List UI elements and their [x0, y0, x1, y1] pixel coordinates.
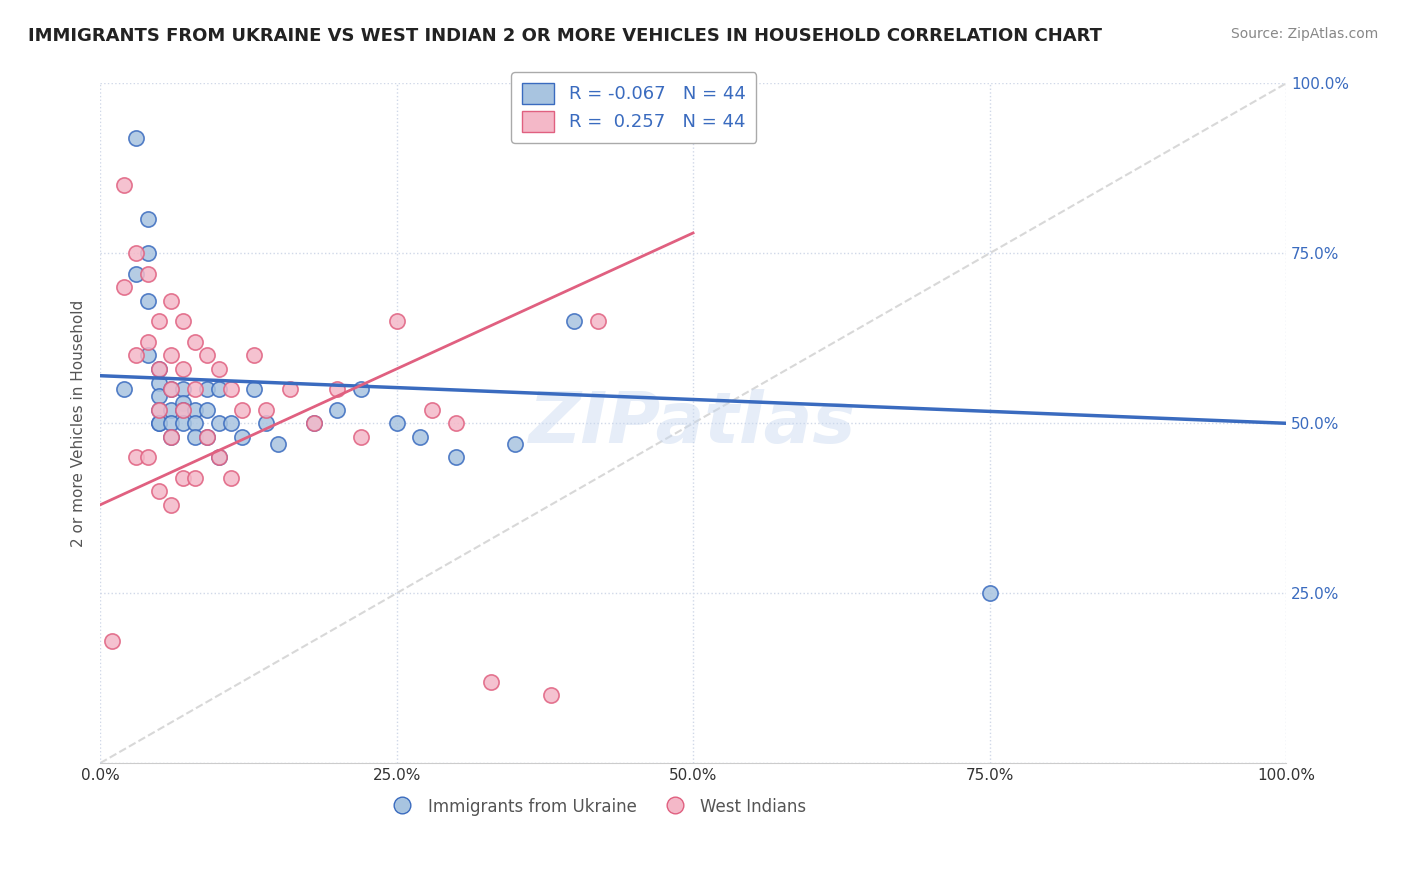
Point	[184, 334, 207, 349]
Point	[564, 314, 586, 328]
Point	[136, 267, 159, 281]
Point	[184, 470, 207, 484]
Point	[172, 362, 194, 376]
Point	[112, 280, 135, 294]
Point	[195, 348, 218, 362]
Point	[195, 382, 218, 396]
Point	[243, 348, 266, 362]
Point	[184, 417, 207, 431]
Point	[254, 417, 277, 431]
Text: ZIPatlas: ZIPatlas	[529, 389, 856, 458]
Point	[148, 314, 170, 328]
Point	[160, 382, 183, 396]
Point	[125, 246, 148, 260]
Point	[136, 450, 159, 465]
Point	[101, 633, 124, 648]
Text: Source: ZipAtlas.com: Source: ZipAtlas.com	[1230, 27, 1378, 41]
Point	[172, 470, 194, 484]
Point	[148, 376, 170, 390]
Point	[444, 417, 467, 431]
Point	[326, 382, 349, 396]
Point	[302, 417, 325, 431]
Point	[444, 450, 467, 465]
Point	[540, 688, 562, 702]
Point	[136, 348, 159, 362]
Point	[243, 382, 266, 396]
Point	[148, 362, 170, 376]
Point	[112, 382, 135, 396]
Point	[148, 402, 170, 417]
Point	[160, 402, 183, 417]
Point	[208, 417, 231, 431]
Point	[136, 212, 159, 227]
Point	[160, 430, 183, 444]
Point	[125, 348, 148, 362]
Point	[125, 131, 148, 145]
Point	[172, 314, 194, 328]
Point	[254, 402, 277, 417]
Point	[172, 417, 194, 431]
Point	[208, 450, 231, 465]
Point	[219, 417, 242, 431]
Point	[112, 178, 135, 193]
Point	[278, 382, 301, 396]
Point	[409, 430, 432, 444]
Point	[172, 396, 194, 410]
Point	[208, 450, 231, 465]
Point	[350, 382, 373, 396]
Point	[125, 450, 148, 465]
Point	[148, 417, 170, 431]
Point	[160, 430, 183, 444]
Point	[136, 334, 159, 349]
Point	[350, 430, 373, 444]
Point	[184, 430, 207, 444]
Point	[420, 402, 443, 417]
Point	[231, 402, 253, 417]
Point	[481, 674, 503, 689]
Point	[160, 293, 183, 308]
Point	[385, 417, 408, 431]
Point	[195, 430, 218, 444]
Point	[184, 402, 207, 417]
Point	[148, 484, 170, 499]
Point	[195, 430, 218, 444]
Point	[184, 382, 207, 396]
Point	[160, 348, 183, 362]
Point	[172, 402, 194, 417]
Point	[219, 382, 242, 396]
Point	[172, 382, 194, 396]
Point	[267, 436, 290, 450]
Point	[160, 498, 183, 512]
Point	[148, 389, 170, 403]
Point	[385, 314, 408, 328]
Point	[979, 586, 1001, 600]
Point	[503, 436, 526, 450]
Point	[160, 417, 183, 431]
Point	[586, 314, 609, 328]
Y-axis label: 2 or more Vehicles in Household: 2 or more Vehicles in Household	[72, 300, 86, 547]
Point	[208, 362, 231, 376]
Point	[136, 293, 159, 308]
Point	[148, 402, 170, 417]
Point	[125, 267, 148, 281]
Point	[302, 417, 325, 431]
Point	[195, 402, 218, 417]
Point	[160, 382, 183, 396]
Point	[208, 382, 231, 396]
Point	[148, 362, 170, 376]
Point	[219, 470, 242, 484]
Point	[231, 430, 253, 444]
Point	[136, 246, 159, 260]
Point	[326, 402, 349, 417]
Point	[172, 402, 194, 417]
Text: IMMIGRANTS FROM UKRAINE VS WEST INDIAN 2 OR MORE VEHICLES IN HOUSEHOLD CORRELATI: IMMIGRANTS FROM UKRAINE VS WEST INDIAN 2…	[28, 27, 1102, 45]
Legend: Immigrants from Ukraine, West Indians: Immigrants from Ukraine, West Indians	[384, 791, 813, 822]
Point	[148, 417, 170, 431]
